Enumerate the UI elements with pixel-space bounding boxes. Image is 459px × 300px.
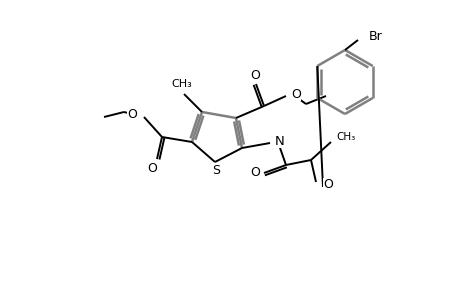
Text: S: S — [212, 164, 219, 176]
Text: O: O — [291, 88, 300, 100]
Text: Br: Br — [368, 29, 382, 43]
Text: CH₃: CH₃ — [335, 132, 354, 142]
Text: O: O — [322, 178, 332, 190]
Text: CH₃: CH₃ — [171, 79, 192, 89]
Text: N: N — [274, 134, 284, 148]
Text: O: O — [250, 167, 259, 179]
Text: O: O — [127, 107, 137, 121]
Text: O: O — [250, 68, 259, 82]
Text: O: O — [147, 161, 157, 175]
